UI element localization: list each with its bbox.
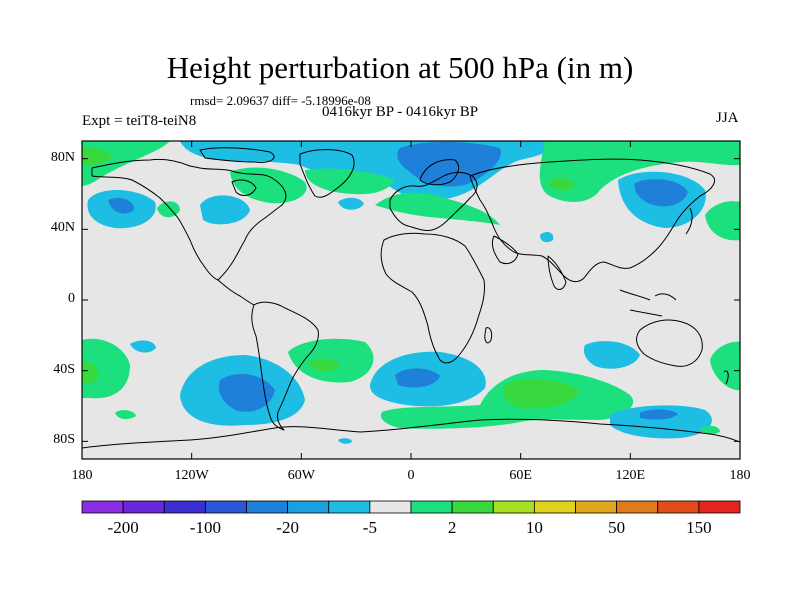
negative-anomaly-core: [634, 179, 688, 207]
positive-anomaly-core: [82, 147, 112, 166]
colorbar-label: -200: [107, 518, 139, 537]
colorbar: [81, 500, 741, 514]
coastline-madagascar: [484, 327, 493, 344]
negative-anomaly-core: [108, 198, 135, 214]
negative-anomaly-region: [338, 438, 352, 444]
lon-label: 60W: [287, 468, 315, 483]
colorbar-swatch: [533, 500, 576, 514]
negative-anomaly-region: [583, 341, 640, 369]
colorbar-label: 50: [608, 518, 626, 537]
colorbar-label: -20: [276, 518, 299, 537]
positive-anomaly-core: [308, 358, 340, 372]
colorbar-swatch: [246, 500, 289, 514]
lat-label: 40N: [50, 220, 75, 236]
lon-label: 120E: [615, 468, 646, 483]
coastline-greenland: [299, 149, 355, 198]
lon-label: 180: [729, 468, 751, 483]
coastline-hudson-bay: [231, 179, 257, 196]
negative-anomaly-region: [540, 232, 554, 243]
lon-label: 120W: [174, 468, 209, 483]
colorbar-swatch: [163, 500, 206, 514]
anomaly-field: [82, 141, 740, 444]
colorbar-swatch: [616, 500, 659, 514]
lat-label: 80N: [50, 149, 75, 165]
coastline-arabia: [491, 235, 519, 265]
colorbar-swatch: [328, 500, 371, 514]
coastline-asia: [469, 158, 715, 283]
coastline-south-america: [251, 301, 319, 431]
rmsd-stats: rmsd= 2.09637 diff= -5.18996e-08: [190, 93, 371, 108]
colorbar-label: 10: [525, 518, 543, 537]
colorbar-swatch: [698, 500, 741, 514]
positive-anomaly-region: [700, 425, 720, 435]
coastline-india: [547, 255, 567, 290]
lon-label: 60E: [509, 468, 532, 483]
coastline-north-america: [91, 159, 287, 281]
lat-label: 40S: [53, 361, 75, 377]
lat-label: 0: [68, 291, 75, 306]
lon-label: 180: [71, 468, 93, 483]
positive-anomaly-region: [539, 141, 740, 202]
colorbar-swatch: [81, 500, 124, 514]
lon-label: 0: [407, 468, 415, 483]
colorbar-swatch: [410, 500, 453, 514]
coastline-central-america: [217, 279, 255, 306]
colorbar-swatch: [657, 500, 700, 514]
negative-anomaly-core: [218, 374, 275, 412]
negative-anomaly-region: [338, 197, 364, 210]
coastline-australia: [636, 319, 703, 367]
positive-anomaly-region: [705, 201, 740, 241]
coastline-indonesia: [619, 289, 677, 317]
colorbar-swatch: [204, 500, 247, 514]
coastlines: [82, 147, 740, 449]
coastline-antarctica: [82, 418, 740, 449]
colorbar-label: 150: [686, 518, 712, 537]
positive-anomaly-core: [82, 361, 99, 384]
coastline-arctic-islands: [199, 147, 275, 163]
coastline-scandinavia: [419, 159, 460, 186]
positive-anomaly-region: [115, 410, 136, 420]
negative-anomaly-core: [640, 409, 678, 420]
plot-title: Height perturbation at 500 hPa (in m): [166, 50, 634, 85]
coastline-africa: [380, 232, 485, 364]
colorbar-label: -100: [189, 518, 221, 537]
coastline-new-zealand: [723, 370, 729, 385]
coastline-europe: [389, 171, 478, 231]
positive-anomaly-region: [82, 338, 130, 399]
negative-anomaly-region: [190, 145, 300, 159]
negative-anomaly-core: [397, 142, 501, 187]
colorbar-label: -5: [362, 518, 377, 537]
positive-anomaly-region: [305, 168, 395, 195]
colorbar-swatch: [287, 500, 330, 514]
negative-anomaly-region: [200, 195, 250, 225]
positive-anomaly-core: [550, 178, 575, 191]
colorbar-swatch: [575, 500, 618, 514]
positive-anomaly-core: [503, 378, 580, 409]
lat-label: 80S: [53, 432, 75, 448]
positive-anomaly-region: [375, 192, 500, 225]
colorbar-swatch: [122, 500, 165, 514]
colorbar-swatch: [369, 500, 412, 514]
axis-ticks: [81, 141, 741, 459]
negative-anomaly-region: [610, 405, 712, 439]
positive-anomaly-region: [710, 341, 740, 391]
colorbar-label: 2: [447, 518, 457, 537]
colorbar-swatch: [451, 500, 494, 514]
experiment-label: Expt = teiT8-teiN8: [82, 113, 197, 129]
season-label: JJA: [716, 110, 739, 126]
period-label: 0416kyr BP - 0416kyr BP: [322, 104, 479, 120]
negative-anomaly-core: [395, 368, 440, 388]
negative-anomaly-region: [130, 340, 156, 353]
coastline-japan: [685, 207, 693, 235]
colorbar-swatch: [492, 500, 535, 514]
